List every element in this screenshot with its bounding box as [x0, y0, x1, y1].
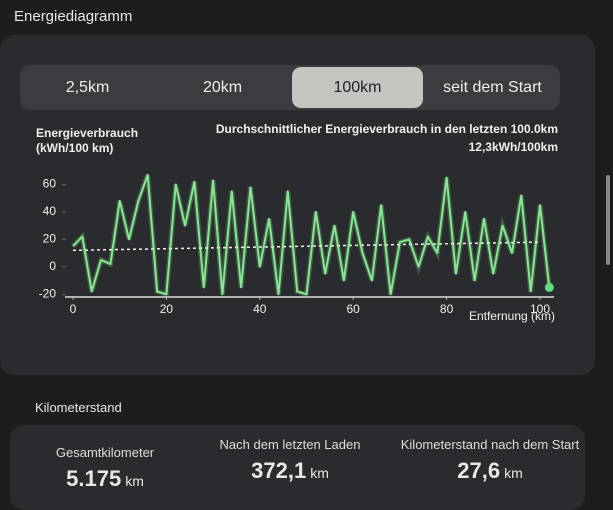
stat-value-row: 27,6 km: [390, 458, 590, 484]
line-glow: [71, 174, 552, 298]
stat: Gesamtkilometer 5.175 km: [5, 445, 205, 492]
tab[interactable]: 2,5km: [65, 78, 110, 96]
tab-bar: 2,5km 20km 100km seit dem Start: [20, 65, 560, 110]
stat-value-row: 372,1 km: [190, 458, 390, 484]
tab[interactable]: 20km: [202, 78, 243, 96]
current-point: [544, 282, 554, 292]
y-tick-label: 20: [43, 232, 57, 246]
x-tick-label: 40: [253, 302, 267, 316]
chart: Energieverbrauch(kWh/100 km) Durchschnitt…: [36, 122, 558, 323]
stat-label: Nach dem letzten Laden: [219, 437, 361, 452]
x-tick-label: 60: [347, 302, 361, 316]
x-tick-label: 100: [530, 302, 550, 316]
stat-value: 27,6: [457, 458, 501, 483]
stat: Nach dem letzten Laden 372,1 km: [190, 437, 390, 484]
x-tick-label: 0: [70, 302, 77, 316]
y-tick-label: 60: [43, 177, 57, 191]
stat-label: Gesamtkilometer: [55, 445, 155, 460]
line: [72, 173, 551, 296]
stat-unit: km: [125, 473, 144, 489]
stat-value-row: 5.175 km: [5, 466, 205, 492]
stat: Kilometerstand nach dem Start 27,6 km: [390, 437, 590, 484]
header-title: Energiediagramm: [14, 8, 133, 25]
section-title: Kilometerstand: [35, 400, 122, 415]
y-tick-label: 0: [49, 259, 56, 273]
average-label: 12,3kWh/100km: [469, 140, 558, 154]
scrollbar[interactable]: [606, 175, 610, 265]
x-tick-label: 80: [440, 302, 454, 316]
y-tick-label: -20: [39, 286, 57, 300]
stat-value: 5.175: [66, 466, 122, 491]
stat-unit: km: [504, 465, 523, 481]
stat-label: Kilometerstand nach dem Start: [400, 437, 580, 452]
stat-unit: km: [310, 465, 329, 481]
x-tick-label: 20: [160, 302, 174, 316]
stat-value: 372,1: [251, 458, 307, 483]
tab[interactable]: seit dem Start: [443, 78, 542, 96]
y-tick-label: 40: [43, 204, 57, 218]
y-axis-label: (kWh/100 km): [36, 141, 113, 155]
tab[interactable]: 100km: [292, 67, 423, 108]
chart-subtitle: Durchschnittlicher Energieverbrauch in d…: [216, 122, 558, 136]
x-axis-label: Entfernung (km): [469, 309, 555, 323]
odometer-card: [10, 425, 585, 510]
y-axis-label: Energieverbrauch: [36, 126, 138, 140]
